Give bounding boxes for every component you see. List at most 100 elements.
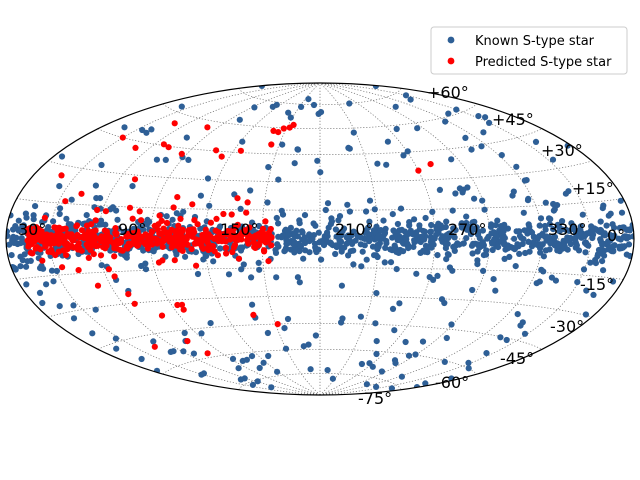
known-star-point [468,146,475,153]
known-star-point [344,201,351,208]
parallel-line [97,323,543,350]
known-star-point [57,205,64,212]
predicted-star-point [171,120,178,127]
known-star-point [438,296,446,303]
known-star-point [336,213,344,220]
predicted-star-point [88,221,95,228]
predicted-star-point [207,242,214,249]
known-star-point [10,226,17,233]
known-star-point [504,245,511,252]
meridian-line [204,83,321,395]
known-star-point [479,227,486,234]
known-star-point [463,219,470,227]
predicted-star-point [78,190,85,197]
predicted-star-point [204,124,211,131]
predicted-star-points [24,120,434,357]
known-star-point [363,208,370,215]
known-star-point [592,256,599,264]
known-star-point [551,233,559,241]
known-star-point [336,237,343,244]
known-star-point [169,216,176,223]
known-star-point [373,350,380,358]
known-star-point [89,330,96,337]
known-star-point [298,228,306,235]
known-star-point [474,248,481,255]
predicted-star-point [250,311,257,318]
x-tick-label: 90° [118,220,146,239]
known-star-point [296,220,303,227]
known-star-point [588,223,595,230]
predicted-star-point [270,127,277,134]
known-star-point [39,299,46,307]
known-star-point [503,336,510,344]
known-star-point [63,215,70,222]
x-tick-label: 150° [220,220,259,239]
known-star-point [291,238,298,246]
known-star-point [395,235,403,243]
predicted-star-point [131,176,139,183]
known-star-point [248,274,255,281]
predicted-star-point [62,198,69,205]
known-star-point [412,351,419,358]
known-star-point [574,279,581,286]
predicted-star-point [43,231,50,238]
meridian-line [97,83,321,395]
predicted-star-point [138,217,145,224]
known-star-point [249,381,256,388]
known-star-point [83,212,90,219]
predicted-star-point [237,147,244,154]
known-star-point [481,206,488,213]
known-star-point [609,221,616,228]
known-star-point [50,278,57,285]
known-star-point [243,356,250,363]
known-star-point [312,222,319,229]
known-star-point [406,222,413,229]
predicted-star-point [74,231,81,239]
known-star-point [506,253,513,260]
known-star-point [350,247,357,254]
known-star-point [371,206,378,213]
predicted-star-point [124,233,131,240]
known-star-point [294,146,302,153]
y-tick-label: -15° [580,275,614,294]
known-star-point [305,96,312,103]
predicted-star-point [76,244,83,251]
predicted-star-point [290,121,297,128]
predicted-star-point [213,215,220,222]
known-star-point [300,255,307,262]
known-star-point [373,338,380,345]
legend-label-known: Known S-type star [475,34,595,49]
known-star-point [338,246,345,253]
known-star-point [251,104,258,111]
known-star-point [398,373,405,380]
known-star-point [554,247,561,254]
map-boundary [5,82,635,396]
predicted-star-point [274,321,281,328]
predicted-star-point [167,234,174,241]
known-star-point [301,212,309,219]
y-tick-label: -30° [550,317,584,336]
known-star-point [456,241,463,248]
known-star-point [590,291,597,298]
known-star-point [68,225,75,232]
predicted-star-point [231,241,239,249]
known-star-point [476,235,483,242]
known-star-point [479,197,486,204]
predicted-star-point [168,226,175,233]
legend-marker-known [447,36,455,44]
predicted-star-point [151,222,158,229]
known-star-point [479,239,486,246]
known-star-point [394,220,401,228]
known-star-point [429,208,436,215]
predicted-star-point [111,242,118,249]
predicted-star-point [33,230,40,237]
known-star-point [268,384,275,391]
known-star-point [225,271,233,278]
known-star-point [17,263,24,270]
predicted-star-point [148,236,155,243]
predicted-star-point [261,238,268,245]
known-star-point [374,160,381,167]
known-star-point [448,156,455,163]
known-star-point [444,251,451,258]
known-star-point [516,232,524,240]
